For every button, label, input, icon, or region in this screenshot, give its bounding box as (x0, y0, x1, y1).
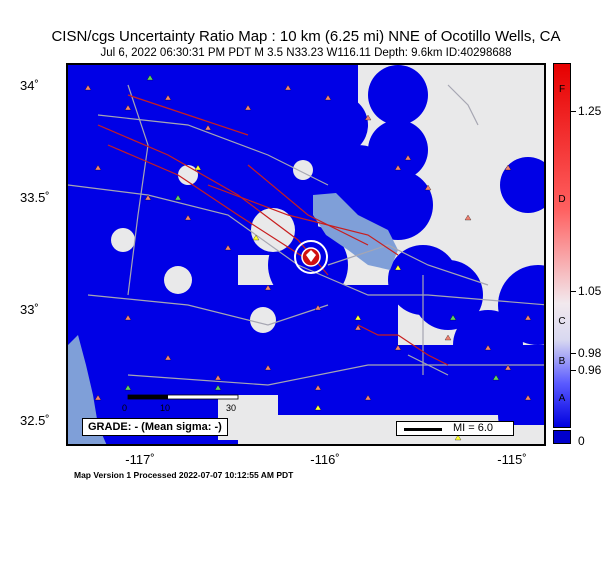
uncertainty-map[interactable] (66, 63, 546, 446)
grade-letter-d: D (558, 194, 566, 205)
lat-label-34: 34˚ (20, 78, 39, 93)
grade-letter-c: C (558, 316, 566, 327)
colorbar-value-1-25: 1.25 (578, 104, 602, 118)
mi-label: MI = 6.0 (453, 422, 494, 434)
mi-legend: MI = 6.0 (396, 421, 514, 436)
colorbar-value-0-96: 0.96 (578, 363, 602, 377)
event-details: Jul 6, 2022 06:30:31 PM PDT M 3.5 N33.23… (100, 47, 512, 59)
grade-label: GRADE: - (Mean sigma: -) (82, 418, 228, 436)
ocean (68, 335, 107, 444)
lat-label-33: 33˚ (20, 302, 39, 317)
grade-letter-a: A (558, 393, 566, 404)
stations (84, 84, 532, 401)
uncertainty-colorbar (553, 63, 571, 428)
map-title: CISN/cgs Uncertainty Ratio Map : 10 km (… (51, 28, 561, 45)
grade-letter-f: F (558, 84, 566, 95)
colorbar-zero-swatch (553, 430, 571, 444)
epicenter-marker (294, 240, 328, 274)
lon-label-116: -116˚ (310, 452, 340, 467)
grade-letter-b: B (558, 356, 566, 367)
lat-label-32-5: 32.5˚ (20, 413, 50, 428)
colorbar-value-1-05: 1.05 (578, 284, 602, 298)
colorbar-value-0-98: 0.98 (578, 346, 602, 360)
stations-green (124, 74, 500, 391)
colorbar-value-0: 0 (578, 434, 585, 448)
lat-label-33-5: 33.5˚ (20, 190, 50, 205)
stations-highlight (194, 164, 462, 441)
map-version-footer: Map Version 1 Processed 2022-07-07 10:12… (74, 470, 294, 480)
lon-label-115: -115˚ (497, 452, 527, 467)
lon-label-117: -117˚ (125, 452, 155, 467)
scale-label-30: 30 (226, 403, 237, 413)
scale-label-10: 10 (160, 403, 171, 413)
mi-line (404, 428, 442, 431)
scale-bar (127, 394, 239, 400)
scale-label-0: 0 (122, 403, 128, 413)
map-canvas (68, 65, 544, 444)
